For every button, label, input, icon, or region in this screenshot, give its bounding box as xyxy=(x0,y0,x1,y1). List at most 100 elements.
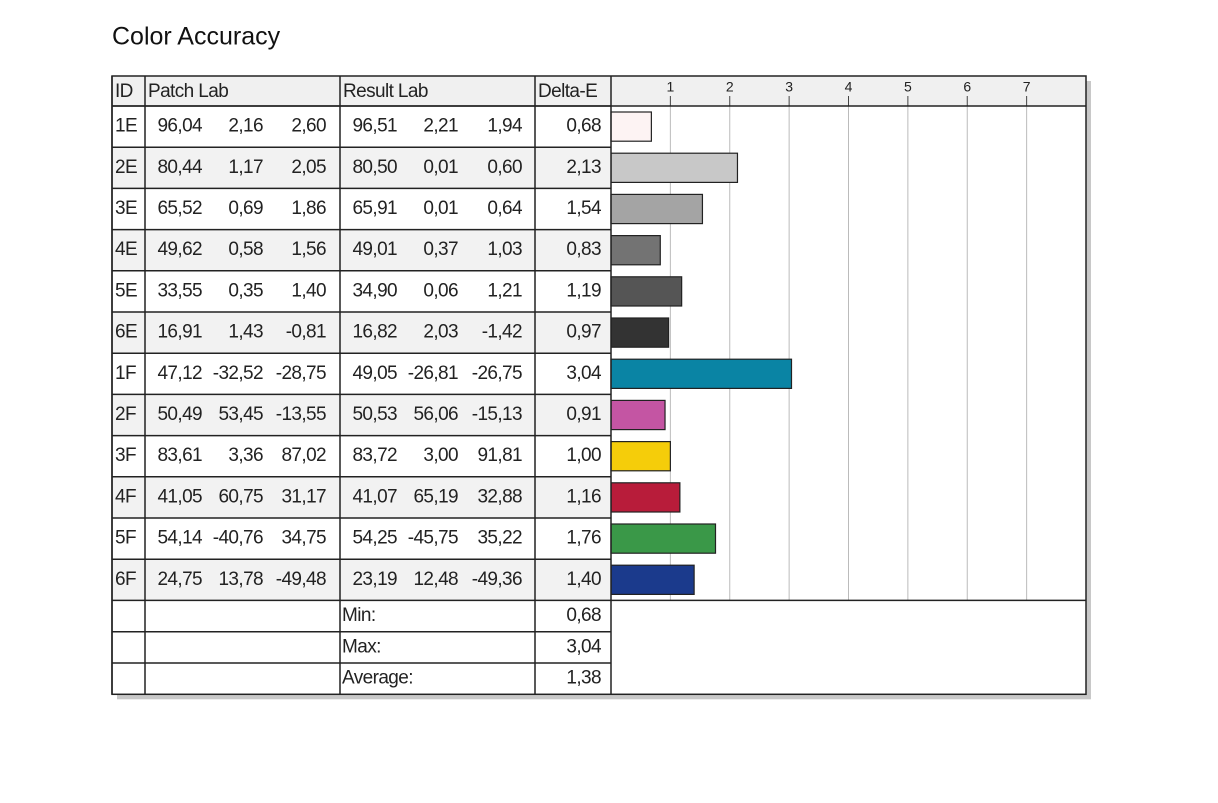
patch-value: 60,75 xyxy=(218,486,263,507)
bar xyxy=(610,523,717,554)
patch-value: -0,81 xyxy=(286,322,326,343)
result-value: 0,60 xyxy=(487,157,522,178)
patch-value: 41,05 xyxy=(157,486,202,507)
patch-value: 96,04 xyxy=(157,116,203,137)
result-value: -26,81 xyxy=(408,363,458,384)
patch-value: 50,49 xyxy=(157,404,202,425)
bar xyxy=(610,317,670,348)
id-cell: 2E xyxy=(115,157,137,178)
id-cell: 6E xyxy=(115,322,137,343)
result-value: 0,64 xyxy=(487,198,523,219)
delta-e-cell: 0,91 xyxy=(566,404,601,425)
summary-label: Max: xyxy=(342,636,381,657)
result-value: 56,06 xyxy=(413,404,458,425)
patch-value: 1,40 xyxy=(291,280,326,301)
row-bg xyxy=(112,559,611,601)
result-value: 80,50 xyxy=(352,157,397,178)
id-cell: 5F xyxy=(115,528,136,549)
result-value: 2,21 xyxy=(423,116,458,137)
row-bg xyxy=(112,394,611,436)
header-bg xyxy=(112,76,1086,106)
x-tick-label: 2 xyxy=(726,79,734,95)
result-value: -45,75 xyxy=(408,528,458,549)
bar xyxy=(610,358,793,390)
frame xyxy=(111,75,1087,696)
row-bg xyxy=(112,312,611,354)
result-value: 96,51 xyxy=(352,116,397,137)
bar xyxy=(610,399,666,431)
row-bg xyxy=(112,229,611,271)
result-value: 65,19 xyxy=(413,486,458,507)
patch-value: -13,55 xyxy=(276,404,326,425)
summary-value: 1,38 xyxy=(566,668,601,689)
delta-e-cell: 1,40 xyxy=(566,569,601,590)
bar xyxy=(610,564,695,596)
result-value: -15,13 xyxy=(472,404,522,425)
patch-value: 2,16 xyxy=(228,116,263,137)
x-tick-label: 5 xyxy=(904,79,912,95)
summary-value: 3,04 xyxy=(566,636,602,657)
delta-e-cell: 1,54 xyxy=(566,198,602,219)
delta-e-cell: 0,68 xyxy=(566,116,601,137)
patch-value: 2,05 xyxy=(291,157,326,178)
delta-e-cell: 0,83 xyxy=(566,239,601,260)
bar xyxy=(610,276,683,307)
bar xyxy=(610,152,739,183)
patch-value: 0,35 xyxy=(228,280,263,301)
result-value: 34,90 xyxy=(352,280,397,301)
id-cell: 5E xyxy=(115,280,137,301)
bar xyxy=(610,235,661,266)
patch-value: 16,91 xyxy=(157,322,202,343)
result-value: 0,01 xyxy=(423,157,458,178)
summary-label: Min: xyxy=(342,605,376,626)
result-value: 0,01 xyxy=(423,198,458,219)
result-value: 0,06 xyxy=(423,280,458,301)
header-cell: Result Lab xyxy=(343,81,428,102)
result-value: 50,53 xyxy=(352,404,397,425)
result-value: 1,94 xyxy=(487,116,523,137)
patch-value: 1,86 xyxy=(291,198,326,219)
patch-value: -28,75 xyxy=(276,363,326,384)
result-value: 91,81 xyxy=(477,445,522,466)
patch-value: 31,17 xyxy=(281,486,326,507)
delta-e-cell: 1,00 xyxy=(566,445,601,466)
result-value: 0,37 xyxy=(423,239,458,260)
row-bg xyxy=(112,147,611,189)
id-cell: 3F xyxy=(115,445,136,466)
id-cell: 4F xyxy=(115,486,136,507)
bar xyxy=(610,111,652,142)
patch-value: 80,44 xyxy=(157,157,203,178)
result-value: 23,19 xyxy=(352,569,397,590)
patch-value: 54,14 xyxy=(157,528,203,549)
result-value: 65,91 xyxy=(352,198,397,219)
result-value: 3,00 xyxy=(423,445,458,466)
header-cell: Patch Lab xyxy=(148,81,228,102)
delta-e-cell: 2,13 xyxy=(566,157,601,178)
patch-value: 2,60 xyxy=(291,116,326,137)
result-value: 12,48 xyxy=(413,569,458,590)
patch-value: -40,76 xyxy=(213,528,263,549)
patch-value: 1,56 xyxy=(291,239,326,260)
patch-value: 3,36 xyxy=(228,445,263,466)
result-value: 54,25 xyxy=(352,528,397,549)
result-value: 2,03 xyxy=(423,322,458,343)
header-cell: ID xyxy=(115,81,133,102)
patch-value: -49,48 xyxy=(276,569,326,590)
bar xyxy=(610,193,704,225)
id-cell: 6F xyxy=(115,569,136,590)
id-cell: 1F xyxy=(115,363,136,384)
patch-value: 13,78 xyxy=(218,569,263,590)
patch-value: 53,45 xyxy=(218,404,263,425)
delta-e-cell: 0,97 xyxy=(566,322,601,343)
patch-value: 1,43 xyxy=(228,322,263,343)
patch-value: 47,12 xyxy=(157,363,202,384)
patch-value: 87,02 xyxy=(281,445,326,466)
result-value: -49,36 xyxy=(472,569,522,590)
x-tick-label: 6 xyxy=(963,79,971,95)
patch-value: 0,58 xyxy=(228,239,263,260)
delta-e-cell: 3,04 xyxy=(566,363,602,384)
patch-value: -32,52 xyxy=(213,363,263,384)
x-tick-label: 3 xyxy=(785,79,793,95)
result-value: 83,72 xyxy=(352,445,397,466)
